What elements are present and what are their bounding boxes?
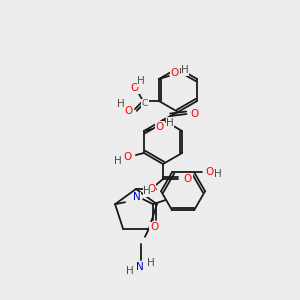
Text: O: O [131,83,139,93]
Text: O: O [156,122,164,132]
Text: H: H [214,169,222,179]
Text: N: N [133,192,141,202]
Text: O: O [147,184,155,194]
Text: N: N [136,262,144,272]
Text: O: O [124,152,132,162]
Text: C: C [142,100,148,109]
Text: O: O [184,174,192,184]
Text: H: H [117,99,125,109]
Text: O: O [150,222,158,232]
Text: O: O [125,106,133,116]
Text: H: H [137,76,145,86]
Text: O: O [190,109,199,119]
Text: O: O [205,167,213,177]
Text: H: H [166,118,174,128]
Text: H: H [147,258,155,268]
Text: H: H [126,266,134,276]
Text: H: H [181,65,189,75]
Text: H: H [114,156,122,166]
Text: H: H [143,186,151,196]
Text: O: O [171,68,179,78]
